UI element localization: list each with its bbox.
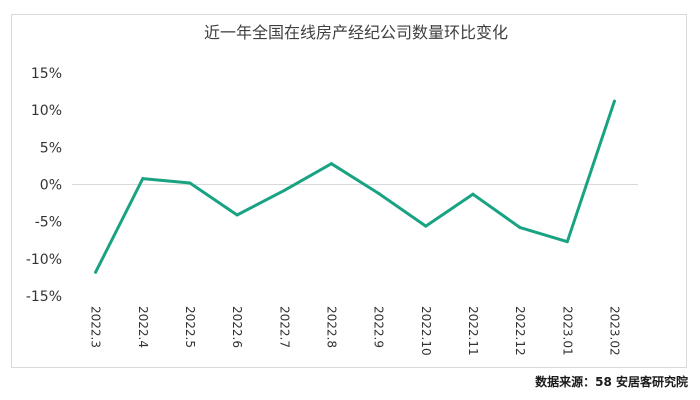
x-tick-label: 2022.8 bbox=[324, 306, 338, 348]
source-note: 数据来源：58 安居客研究院 bbox=[535, 374, 688, 389]
x-axis: 2022.3 2022.4 2022.5 2022.6 2022.7 2022.8 2022… bbox=[89, 306, 622, 356]
data-point bbox=[565, 240, 569, 244]
data-point bbox=[329, 162, 333, 166]
x-tick-label: 2022.5 bbox=[183, 306, 197, 348]
x-tick-label: 2022.10 bbox=[419, 306, 433, 356]
data-point bbox=[282, 188, 286, 192]
x-tick-label: 2022.4 bbox=[136, 306, 150, 348]
data-point bbox=[94, 270, 98, 274]
chart-title: 近一年全国在线房产经纪公司数量环比变化 bbox=[204, 23, 508, 42]
y-tick-label: -10% bbox=[26, 252, 62, 268]
data-point bbox=[612, 99, 616, 103]
y-axis: 15% 10% 5% 0% -5% -10% -15% bbox=[26, 66, 62, 305]
data-point bbox=[188, 181, 192, 185]
y-tick-label: 0% bbox=[40, 178, 62, 194]
series-line bbox=[94, 99, 616, 274]
x-tick-label: 2023.02 bbox=[607, 306, 621, 356]
y-tick-label: -15% bbox=[26, 289, 62, 305]
y-tick-label: -5% bbox=[35, 215, 62, 231]
y-tick-label: 5% bbox=[40, 140, 62, 156]
x-tick-label: 2022.3 bbox=[89, 306, 103, 348]
x-tick-label: 2022.6 bbox=[230, 306, 244, 348]
data-point bbox=[141, 177, 145, 181]
x-tick-label: 2023.01 bbox=[560, 306, 574, 356]
data-point bbox=[377, 191, 381, 195]
data-point bbox=[471, 192, 475, 196]
data-point bbox=[518, 226, 522, 230]
x-tick-label: 2022.12 bbox=[513, 306, 527, 356]
x-tick-label: 2022.9 bbox=[372, 306, 386, 348]
y-tick-label: 10% bbox=[31, 103, 62, 119]
x-tick-label: 2022.7 bbox=[277, 306, 291, 348]
y-tick-label: 15% bbox=[31, 66, 62, 82]
data-point bbox=[424, 224, 428, 228]
chart-frame bbox=[11, 14, 687, 368]
series-group bbox=[94, 99, 616, 274]
data-point bbox=[235, 213, 239, 217]
x-tick-label: 2022.11 bbox=[466, 306, 480, 356]
